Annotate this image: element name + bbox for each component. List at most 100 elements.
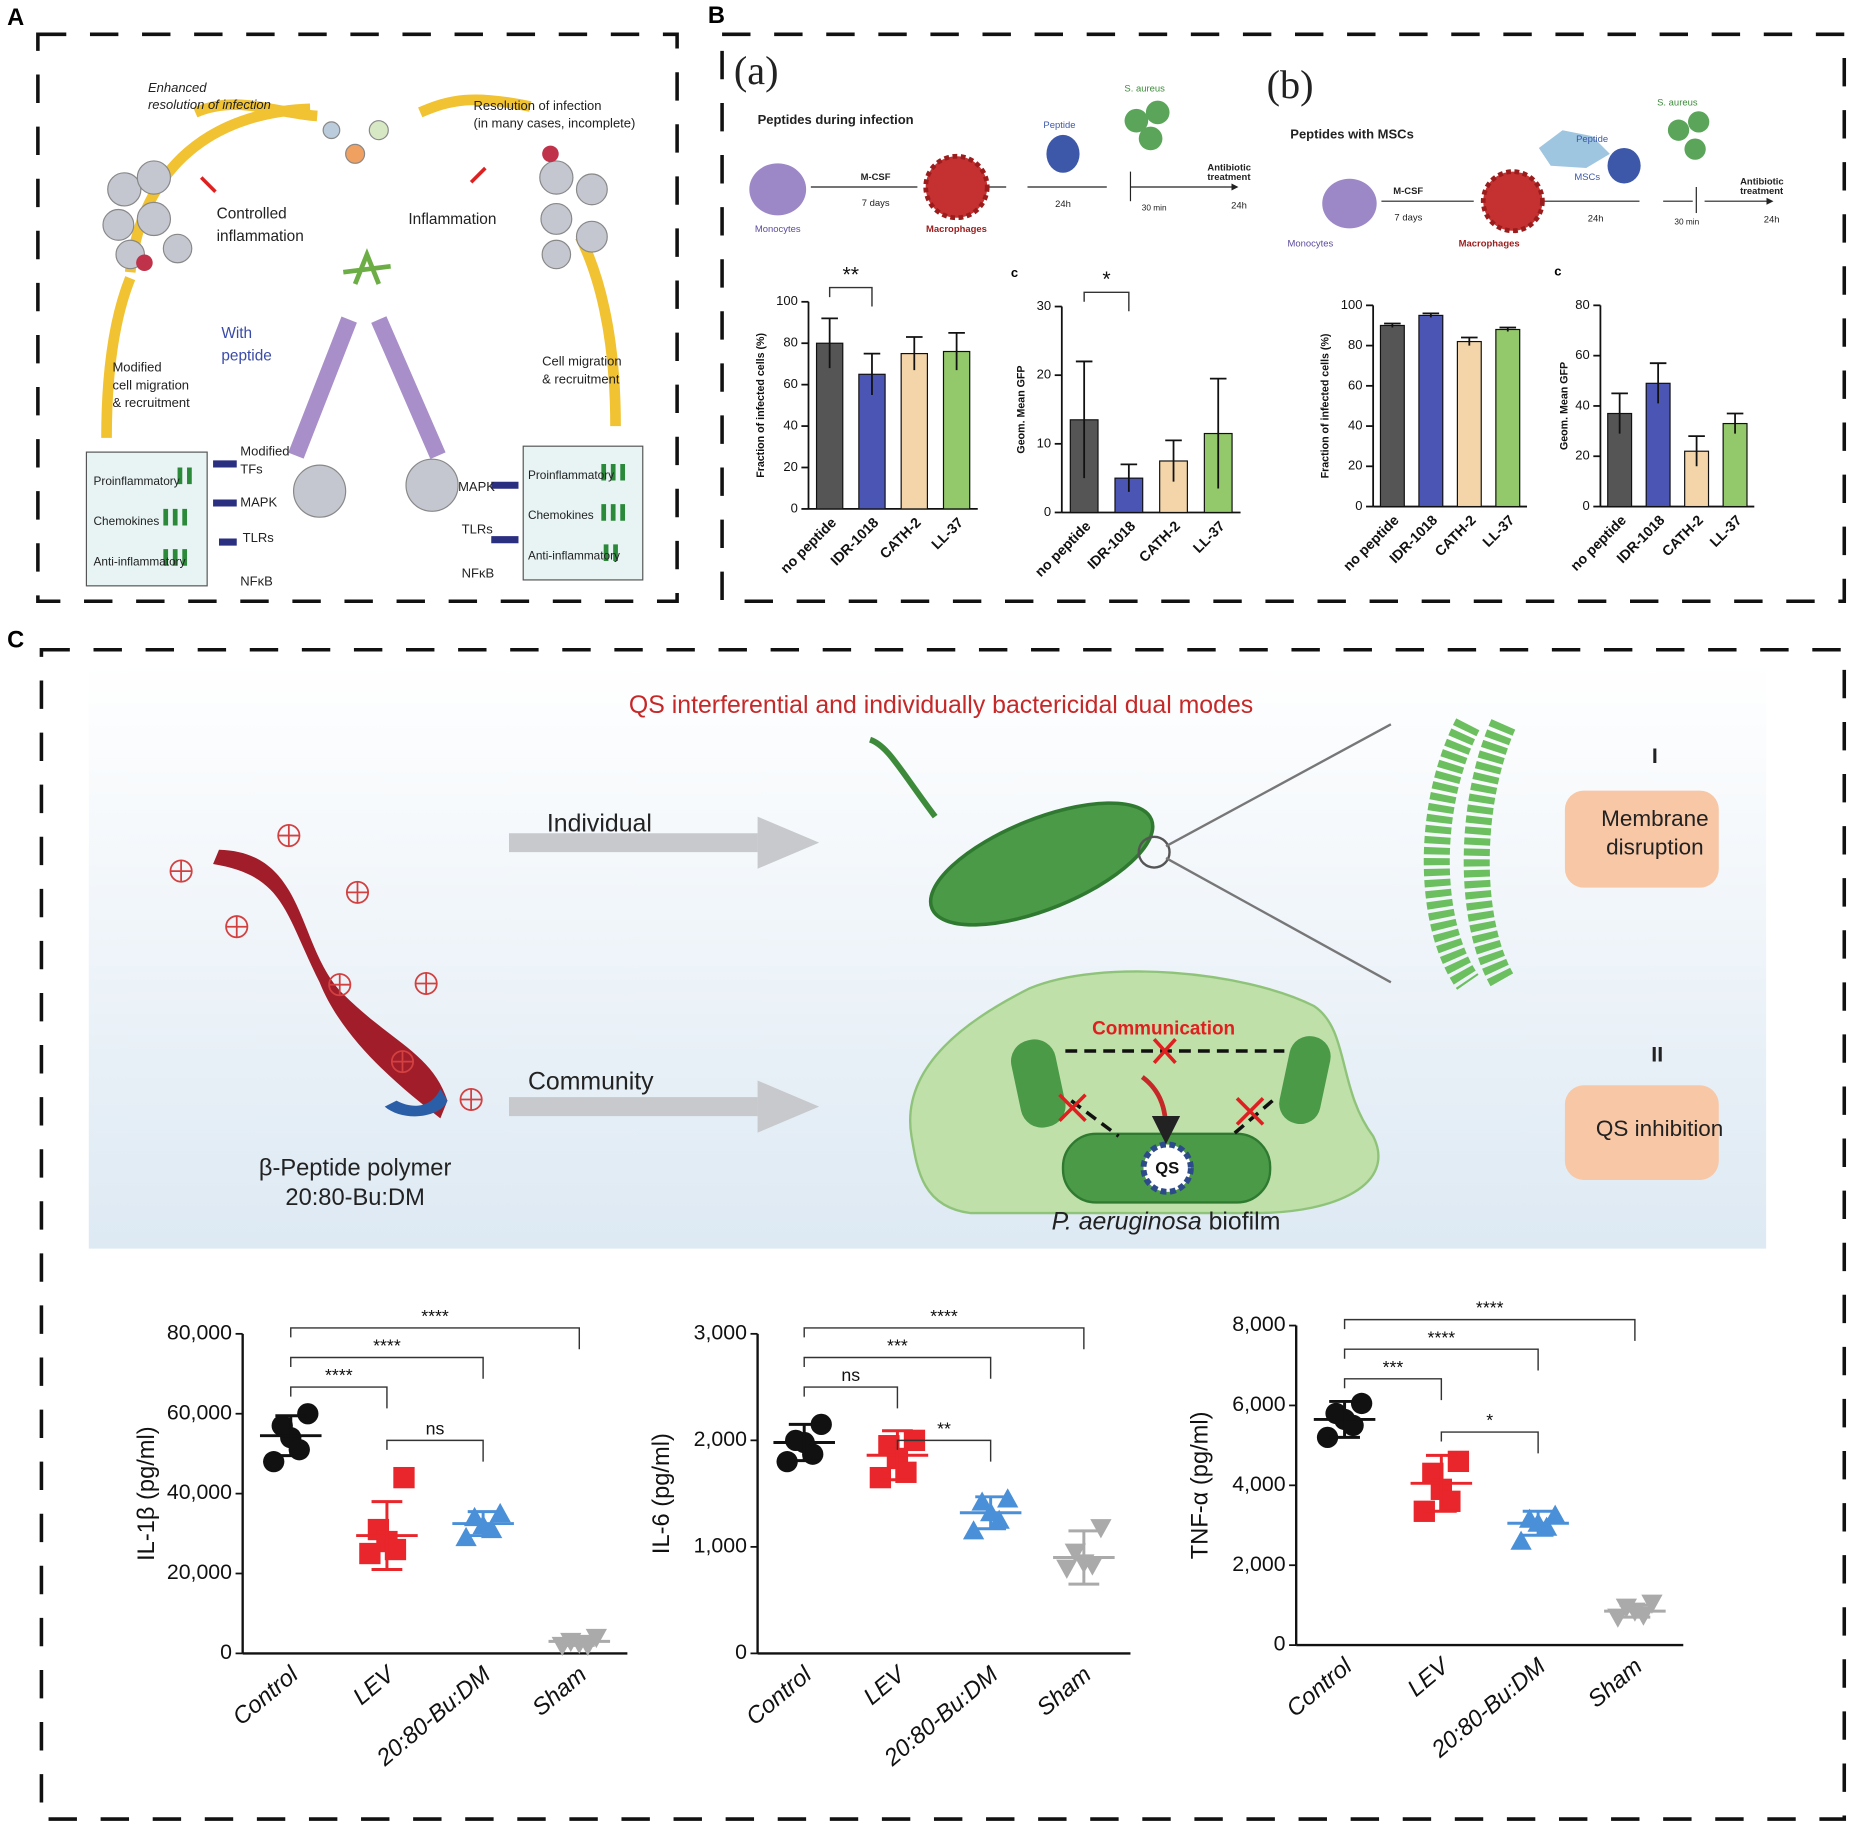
label: cell migration	[112, 377, 189, 392]
error-bar	[467, 1510, 499, 1538]
a-shapes	[85, 94, 644, 587]
bar	[1456, 340, 1482, 508]
point	[997, 1488, 1019, 1508]
biofilm-label: P. aeruginosa biofilm	[1052, 1208, 1281, 1235]
significance-label: ****	[373, 1336, 401, 1356]
label: NFκB	[462, 565, 495, 580]
point	[1413, 1500, 1435, 1522]
label: B	[708, 3, 725, 29]
yellow-arrow	[101, 276, 136, 438]
label: β-Peptide polymer	[259, 1156, 452, 1182]
label: 20:80-Bu:DM	[285, 1185, 424, 1211]
y-tick-label: 4,000	[1232, 1472, 1285, 1496]
mode-box	[1564, 1085, 1719, 1180]
point	[1056, 1559, 1078, 1579]
point	[1439, 1490, 1461, 1512]
label: Individual	[547, 810, 652, 837]
error-bar	[1688, 435, 1705, 467]
y-tick-label: 60	[1348, 377, 1362, 392]
bar	[942, 350, 971, 510]
error-bar	[563, 1635, 595, 1647]
frame-c	[39, 647, 1847, 1821]
y-tick-label: 20	[1037, 367, 1051, 382]
label: Antibiotic	[1207, 163, 1251, 174]
x-tick-label: LEV	[859, 1660, 912, 1710]
chart-letter: c	[1554, 264, 1561, 279]
significance-label: ***	[1383, 1357, 1404, 1377]
significance-bracket	[1343, 1378, 1443, 1401]
y-tick-label: 8,000	[1232, 1312, 1285, 1336]
label: Macrophages	[926, 224, 987, 235]
label: M-CSF	[861, 172, 891, 183]
biofilm: biofilm	[1209, 1208, 1281, 1235]
error-bar	[1209, 377, 1227, 489]
monocyte	[749, 163, 807, 216]
gray-arrows	[509, 833, 758, 1117]
y-tick-label: 30	[1037, 298, 1051, 313]
error-bar	[1068, 1529, 1100, 1586]
error-bar	[906, 336, 923, 371]
significance-label: ****	[1428, 1327, 1456, 1347]
error-bar	[975, 1495, 1007, 1531]
significance-label: ns	[426, 1418, 445, 1438]
label: treatment	[1740, 186, 1784, 197]
label: Peptides during infection	[758, 112, 914, 127]
membrane	[1423, 718, 1480, 990]
point	[971, 1491, 993, 1511]
x-tick-label: no peptide	[1032, 518, 1094, 580]
significance-bracket	[803, 1386, 899, 1409]
label: Monocytes	[1288, 238, 1334, 249]
charges	[169, 824, 483, 1112]
label: A	[7, 5, 24, 31]
label: Peptide	[1576, 134, 1608, 145]
y-tick-label: 20,000	[167, 1560, 232, 1584]
y-tick-label: 0	[220, 1640, 232, 1664]
label: Modified	[112, 360, 161, 375]
y-tick-label: 0	[1044, 504, 1051, 519]
label: & recruitment	[112, 395, 190, 410]
bar	[1379, 324, 1405, 508]
significance-bracket	[803, 1327, 1085, 1350]
point	[1510, 1530, 1532, 1550]
y-tick-label: 100	[776, 293, 798, 308]
error-bar	[1120, 463, 1138, 492]
label: 24h	[1231, 200, 1247, 211]
cells	[102, 120, 608, 518]
significance-bracket	[828, 286, 873, 307]
point	[384, 1538, 407, 1561]
yellow-arrow	[418, 94, 532, 118]
point	[297, 1403, 319, 1425]
point	[1544, 1504, 1566, 1524]
point	[1535, 1516, 1558, 1536]
error-bar	[1726, 412, 1744, 434]
y-axis-label: IL-1β (pg/ml)	[134, 1426, 160, 1561]
y-tick-label: 60	[783, 376, 797, 391]
right-signal-arrows	[491, 481, 519, 544]
y-tick-label: 10	[1037, 435, 1051, 450]
significance-bracket	[896, 1439, 992, 1462]
label: Monocytes	[755, 224, 801, 235]
peptide	[1046, 134, 1080, 173]
y-axis-label: IL-6 (pg/ml)	[649, 1433, 675, 1554]
significance-label: *	[1102, 267, 1110, 291]
label: (in many cases, incomplete)	[473, 116, 635, 131]
label: Controlled	[217, 205, 287, 222]
label: 24h	[1055, 199, 1071, 210]
error-bar	[1461, 336, 1478, 346]
error-bar	[1075, 360, 1093, 479]
label: MSCs	[1574, 172, 1600, 183]
point	[393, 1466, 415, 1489]
left-signal-arrows	[213, 460, 237, 546]
y-tick-label: 0	[735, 1640, 747, 1664]
label: Resolution of infection	[473, 98, 601, 113]
significance-label: ns	[841, 1365, 860, 1385]
label: MAPK	[240, 494, 277, 509]
error-bar	[948, 331, 965, 371]
label: 7 days	[1394, 212, 1422, 223]
y-tick-label: 80	[1348, 337, 1362, 352]
label: 24h	[1588, 213, 1604, 224]
msc	[1538, 130, 1610, 169]
frame-a	[36, 32, 679, 604]
species: P. aeruginosa	[1052, 1208, 1202, 1235]
